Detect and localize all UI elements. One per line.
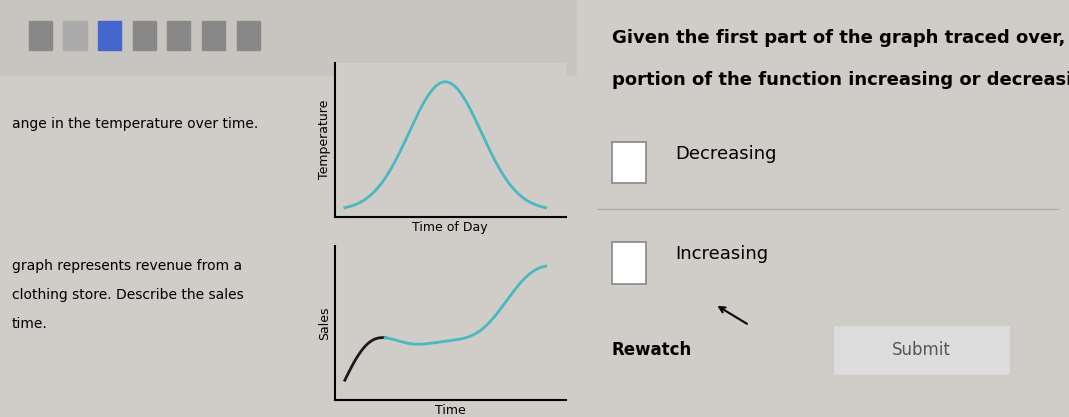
Text: graph represents revenue from a: graph represents revenue from a — [12, 259, 242, 273]
Bar — [98, 21, 121, 50]
Bar — [236, 21, 260, 50]
Text: Submit: Submit — [892, 341, 951, 359]
X-axis label: Time of Day: Time of Day — [413, 221, 489, 234]
Bar — [202, 21, 226, 50]
Bar — [0, 0, 577, 75]
Bar — [168, 21, 190, 50]
Text: portion of the function increasing or decreasing?: portion of the function increasing or de… — [611, 71, 1069, 89]
Text: Given the first part of the graph traced over, is that: Given the first part of the graph traced… — [611, 29, 1069, 47]
Text: ange in the temperature over time.: ange in the temperature over time. — [12, 117, 258, 131]
Y-axis label: Temperature: Temperature — [317, 100, 330, 179]
Text: time.: time. — [12, 317, 47, 331]
Text: Rewatch: Rewatch — [611, 341, 692, 359]
Y-axis label: Sales: Sales — [317, 306, 330, 340]
Bar — [611, 242, 646, 284]
X-axis label: Time: Time — [435, 404, 466, 417]
Bar — [611, 142, 646, 183]
Text: Decreasing: Decreasing — [676, 145, 777, 163]
Text: Increasing: Increasing — [676, 245, 769, 264]
Bar — [133, 21, 156, 50]
Bar — [63, 21, 87, 50]
Bar — [29, 21, 52, 50]
Bar — [833, 325, 1010, 375]
Text: clothing store. Describe the sales: clothing store. Describe the sales — [12, 288, 244, 302]
